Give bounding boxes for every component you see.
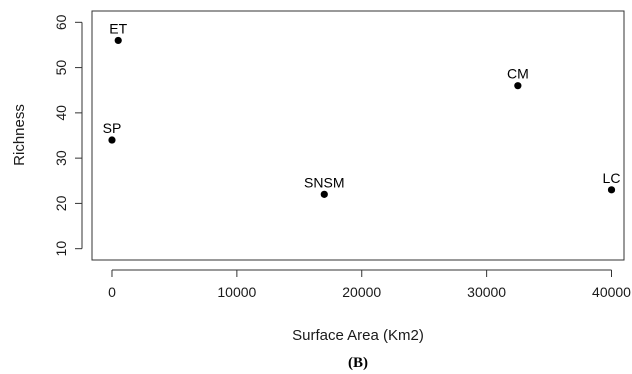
data-point	[514, 82, 522, 90]
y-tick-label: 20	[53, 195, 69, 211]
point-label: ET	[109, 20, 127, 36]
point-label: LC	[603, 170, 621, 186]
x-tick-label: 10000	[217, 284, 256, 300]
data-point	[607, 186, 616, 194]
y-axis-title: Richness	[11, 104, 28, 166]
data-point	[114, 36, 122, 45]
x-axis: 0 10000 20000 30000 40000	[108, 269, 631, 300]
point-label: SP	[103, 120, 122, 136]
data-point	[320, 190, 328, 198]
data-points: ET SP SNSM CM LC	[103, 20, 621, 198]
x-tick-label: 40000	[592, 284, 631, 300]
figure-caption: (B)	[348, 355, 368, 371]
y-tick-label: 60	[53, 14, 69, 30]
data-point	[108, 136, 116, 144]
y-tick-label: 10	[53, 241, 69, 257]
point-label: CM	[507, 66, 529, 82]
x-tick-label: 20000	[342, 284, 381, 300]
y-tick-label: 30	[53, 150, 69, 166]
x-tick-label: 0	[108, 284, 116, 300]
x-axis-title: Surface Area (Km2)	[292, 327, 424, 344]
point-label: SNSM	[304, 174, 344, 190]
y-axis: 10 20 30 40 50 60	[53, 14, 83, 257]
y-tick-label: 40	[53, 105, 69, 121]
x-tick-label: 30000	[467, 284, 506, 300]
plot-frame	[91, 10, 625, 261]
y-tick-label: 50	[53, 60, 69, 76]
